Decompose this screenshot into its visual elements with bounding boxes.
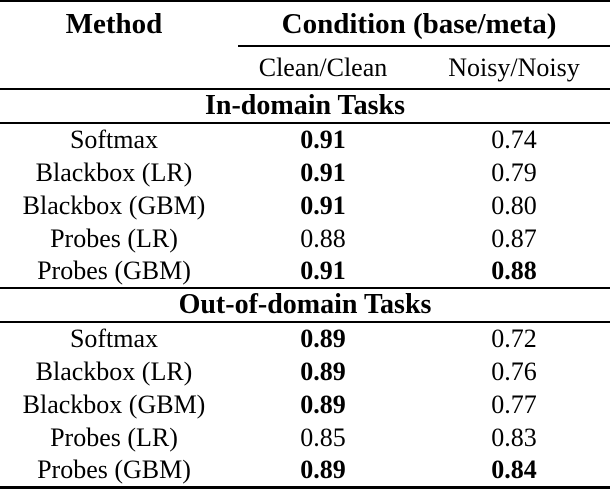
- table-row: Softmax 0.89 0.72: [0, 322, 610, 355]
- results-table: Method Condition (base/meta) Clean/Clean…: [0, 0, 610, 489]
- method-cell: Probes (GBM): [37, 454, 191, 484]
- value-cell: 0.83: [491, 422, 537, 452]
- condition-cmidrule: [238, 45, 610, 47]
- method-cell: Probes (LR): [50, 422, 178, 452]
- header-row: Method Condition (base/meta): [0, 1, 610, 47]
- method-cell: Blackbox (LR): [35, 356, 193, 386]
- method-cell: Blackbox (GBM): [22, 190, 206, 220]
- table-row: Probes (GBM) 0.89 0.84: [0, 454, 610, 487]
- table-row: Blackbox (LR) 0.89 0.76: [0, 355, 610, 388]
- value-cell: 0.74: [491, 125, 537, 154]
- value-cell: 0.91: [300, 190, 346, 220]
- table-row: Blackbox (LR) 0.91 0.79: [0, 156, 610, 189]
- table-row: Probes (GBM) 0.91 0.88: [0, 255, 610, 288]
- noisy-noisy-column-header: Noisy/Noisy: [448, 52, 580, 82]
- method-cell: Softmax: [69, 125, 159, 154]
- subheader-row: Clean/Clean Noisy/Noisy: [0, 47, 610, 89]
- method-cell: Probes (LR): [50, 223, 178, 253]
- condition-group-label: Condition (base/meta): [281, 8, 557, 40]
- method-cell: Softmax: [69, 324, 159, 353]
- empty-header-cell: [0, 47, 228, 89]
- value-cell: 0.80: [491, 190, 537, 220]
- value-cell: 0.89: [300, 389, 346, 419]
- method-column-header: Method: [65, 8, 163, 40]
- value-cell: 0.87: [491, 223, 537, 253]
- table-row: Blackbox (GBM) 0.89 0.77: [0, 388, 610, 421]
- value-cell: 0.91: [300, 256, 346, 285]
- value-cell: 0.91: [300, 125, 346, 154]
- value-cell: 0.76: [491, 356, 537, 386]
- section-row-out-of-domain: Out-of-domain Tasks: [0, 287, 610, 323]
- value-cell: 0.89: [300, 324, 346, 353]
- value-cell: 0.88: [300, 223, 346, 253]
- value-cell: 0.88: [491, 256, 537, 285]
- method-cell: Blackbox (LR): [35, 157, 193, 187]
- value-cell: 0.84: [491, 454, 537, 484]
- section-title: Out-of-domain Tasks: [0, 287, 610, 323]
- section-row-in-domain: In-domain Tasks: [0, 88, 610, 124]
- value-cell: 0.89: [300, 356, 346, 386]
- condition-group-header: Condition (base/meta): [228, 1, 610, 47]
- value-cell: 0.79: [491, 157, 537, 187]
- method-cell: Probes (GBM): [37, 256, 191, 285]
- value-cell: 0.91: [300, 157, 346, 187]
- table-row: Probes (LR) 0.85 0.83: [0, 421, 610, 454]
- value-cell: 0.89: [300, 454, 346, 484]
- value-cell: 0.77: [491, 389, 537, 419]
- table-row: Probes (LR) 0.88 0.87: [0, 222, 610, 255]
- value-cell: 0.85: [300, 422, 346, 452]
- clean-clean-column-header: Clean/Clean: [258, 52, 388, 82]
- table-row: Blackbox (GBM) 0.91 0.80: [0, 189, 610, 222]
- table-row: Softmax 0.91 0.74: [0, 123, 610, 156]
- method-cell: Blackbox (GBM): [22, 389, 206, 419]
- value-cell: 0.72: [491, 324, 537, 353]
- section-title: In-domain Tasks: [0, 88, 610, 124]
